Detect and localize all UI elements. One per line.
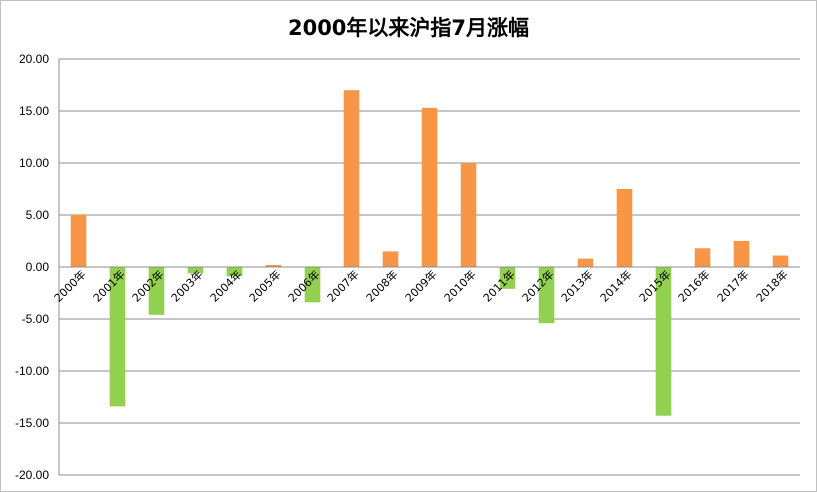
bar-2013年	[577, 258, 594, 267]
bar-2006年	[304, 267, 321, 303]
bar-2009年	[421, 107, 438, 267]
bar-2014年	[616, 189, 633, 267]
bar-2015年	[655, 267, 672, 416]
x-tick-label: 2007年	[324, 267, 361, 304]
x-tick-label: 2004年	[207, 267, 244, 304]
x-tick-label: 2010年	[441, 267, 478, 304]
x-tick-label: 2005年	[246, 267, 283, 304]
bar-2017年	[733, 241, 750, 267]
bar-2002年	[148, 267, 165, 315]
y-tick-label: 20.00	[19, 52, 49, 66]
bar-2000年	[70, 215, 87, 267]
y-tick-label: -5.00	[22, 312, 50, 326]
x-tick-label: 2000年	[51, 267, 88, 304]
x-tick-label: 2016年	[675, 267, 712, 304]
bar-2018年	[772, 255, 789, 267]
bar-2012年	[538, 267, 555, 324]
x-tick-label: 2017年	[714, 267, 751, 304]
bar-2010年	[460, 163, 477, 267]
bar-2016年	[694, 248, 711, 267]
y-tick-label: -15.00	[15, 416, 49, 430]
x-tick-label: 2014年	[597, 267, 634, 304]
bar-2011年	[499, 267, 516, 289]
y-tick-label: -20.00	[15, 468, 49, 482]
y-tick-label: 10.00	[19, 156, 49, 170]
y-tick-label: 15.00	[19, 104, 49, 118]
bar-2008年	[382, 251, 399, 267]
bar-2005年	[265, 264, 282, 267]
y-tick-label: 0.00	[26, 260, 50, 274]
x-tick-label: 2008年	[363, 267, 400, 304]
y-tick-label: -10.00	[15, 364, 49, 378]
x-tick-label: 2013年	[558, 267, 595, 304]
bar-2004年	[226, 267, 243, 277]
x-tick-label: 2003年	[168, 267, 205, 304]
chart-title: 2000年以来沪指7月涨幅	[287, 16, 530, 40]
x-tick-label: 2018年	[753, 267, 790, 304]
x-tick-label: 2009年	[402, 267, 439, 304]
bar-2001年	[109, 267, 126, 407]
bar-2007年	[343, 90, 360, 267]
bar-2003年	[187, 267, 204, 274]
y-tick-label: 5.00	[26, 208, 50, 222]
